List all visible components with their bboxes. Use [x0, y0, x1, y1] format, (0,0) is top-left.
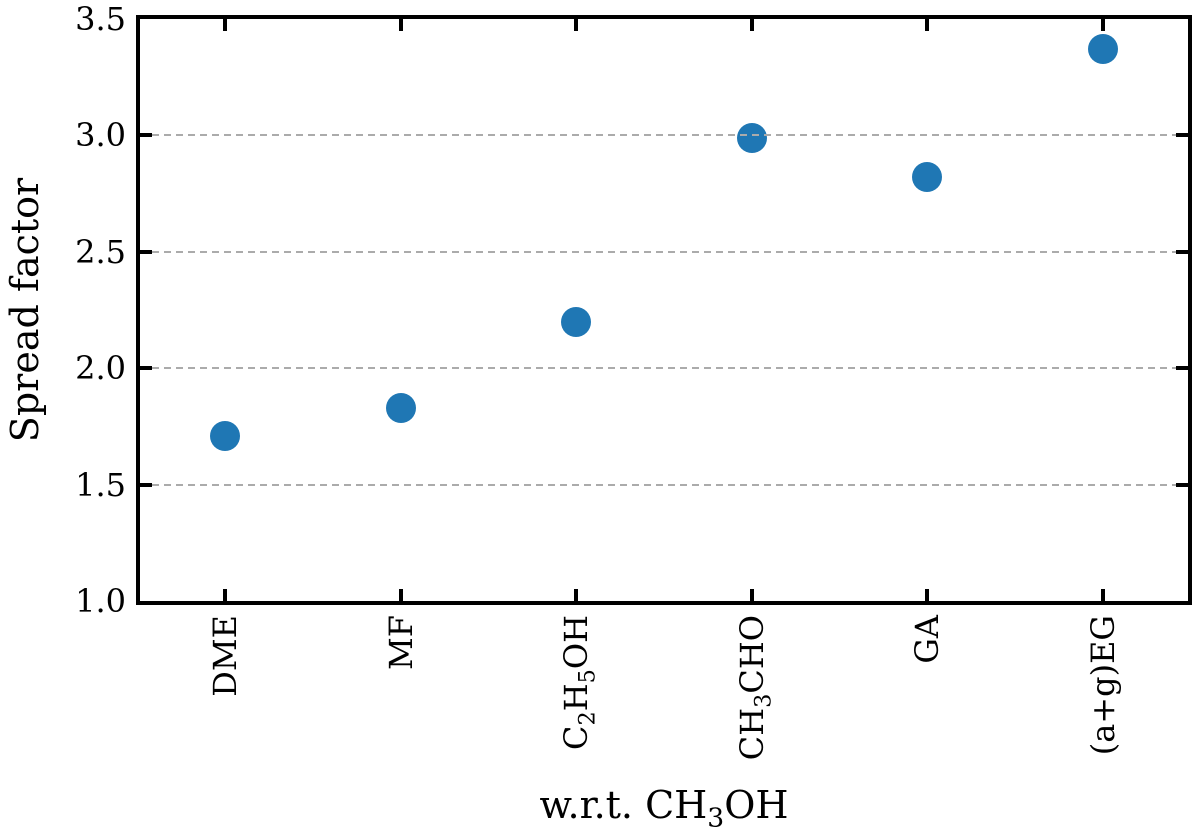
data-point: [385, 392, 416, 423]
plot-area: [140, 19, 1188, 601]
y-tick-label: 3.0: [75, 116, 126, 155]
data-point: [210, 420, 240, 451]
x-tick-mark-bottom: [749, 589, 754, 601]
x-category-label: CH3CHO: [732, 615, 777, 761]
y-tick-label: 2.0: [75, 349, 126, 388]
y-tick-label: 3.5: [75, 0, 126, 38]
y-axis-title: Spread factor: [3, 177, 47, 443]
x-category-label: (a+g)EG: [1084, 615, 1122, 756]
x-tick-mark-bottom: [223, 589, 227, 601]
data-point: [561, 306, 592, 337]
x-tick-mark-top: [925, 19, 930, 31]
y-tick-mark-right: [1176, 133, 1188, 138]
gridline: [140, 483, 1188, 486]
data-point: [1088, 34, 1118, 65]
x-category-label: C2H5OH: [557, 615, 601, 751]
gridline: [140, 367, 1188, 370]
data-point: [912, 162, 943, 193]
data-point: [736, 122, 767, 153]
y-tick-mark-left: [140, 482, 152, 487]
x-tick-mark-bottom: [398, 589, 403, 601]
x-axis-title: w.r.t. CH3OH: [539, 783, 789, 834]
gridline: [140, 250, 1188, 253]
x-tick-mark-top: [749, 19, 754, 31]
y-tick-label: 2.5: [75, 232, 126, 271]
x-category-label: DME: [206, 615, 244, 697]
x-category-label: GA: [908, 615, 947, 664]
x-tick-mark-top: [223, 19, 227, 31]
x-tick-mark-bottom: [574, 589, 579, 601]
x-tick-mark-bottom: [1101, 589, 1105, 601]
y-tick-label: 1.5: [75, 465, 126, 504]
y-tick-mark-left: [140, 366, 152, 371]
y-tick-label: 1.0: [75, 582, 126, 620]
x-category-label: MF: [381, 615, 420, 670]
x-tick-mark-top: [574, 19, 579, 31]
x-tick-mark-bottom: [925, 589, 930, 601]
y-tick-mark-left: [140, 133, 152, 138]
x-tick-mark-top: [1101, 19, 1105, 31]
gridline: [140, 134, 1188, 137]
plot-frame: [136, 15, 1192, 605]
y-tick-mark-right: [1176, 249, 1188, 254]
y-tick-mark-right: [1176, 366, 1188, 371]
y-tick-mark-left: [140, 249, 152, 254]
y-tick-mark-right: [1176, 482, 1188, 487]
x-tick-mark-top: [398, 19, 403, 31]
